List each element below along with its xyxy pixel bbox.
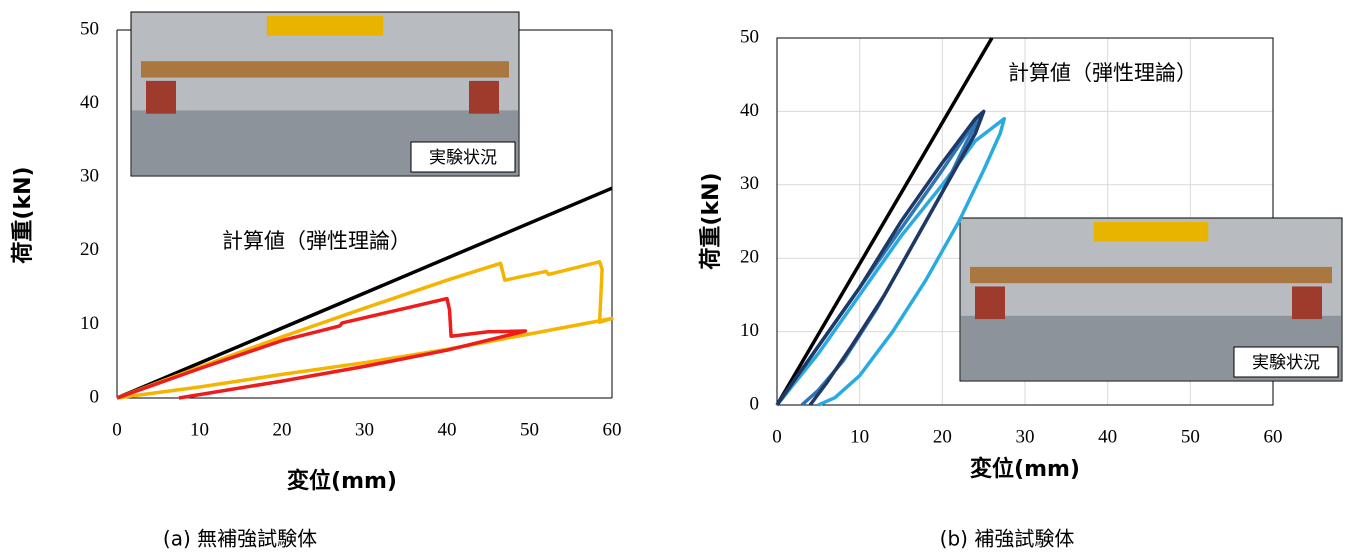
y-tick-label: 0 [750,393,760,414]
x-tick-label: 0 [772,426,782,447]
x-axis-label: 変位(mm) [287,468,397,494]
y-tick-label: 30 [740,173,759,194]
y-tick-label: 10 [740,320,759,341]
photo-label: 実験状況 [1252,353,1320,373]
x-tick-label: 40 [438,419,457,440]
figure: 010203040500102030405060実験状況計算値（弾性理論）荷重(… [0,0,1351,555]
y-axis-label: 荷重(kN) [11,166,36,263]
y-tick-label: 10 [80,313,99,334]
photo-support [975,286,1005,319]
y-tick-label: 50 [80,18,99,39]
photo-support [146,81,176,114]
x-tick-label: 10 [190,419,209,440]
data-line [117,299,525,398]
y-tick-label: 20 [80,239,99,260]
annotation: 計算値（弾性理論） [222,229,411,253]
y-tick-label: 40 [740,100,759,121]
x-tick-label: 50 [520,419,539,440]
x-tick-label: 30 [355,419,374,440]
caption: (b) 補強試験体 [940,527,1075,551]
x-tick-label: 30 [1016,426,1035,447]
data-line [117,262,612,398]
y-tick-label: 20 [740,247,759,268]
photo-label: 実験状況 [429,148,497,168]
photo: 実験状況 [131,12,519,176]
caption: (a) 無補強試験体 [163,527,317,551]
x-tick-label: 40 [1098,426,1117,447]
y-tick-label: 0 [90,386,100,407]
photo-beam [970,267,1332,283]
photo-beam [141,61,509,77]
photo-support [469,81,499,114]
x-tick-label: 60 [603,419,622,440]
annotation: 計算値（弾性理論） [1008,61,1197,85]
y-tick-label: 40 [80,92,99,113]
photo-jack [267,16,383,36]
x-tick-label: 20 [273,419,292,440]
y-tick-label: 50 [740,26,759,47]
x-tick-label: 60 [1264,426,1283,447]
x-tick-label: 0 [112,419,122,440]
photo: 実験状況 [960,218,1342,381]
y-axis-label: 荷重(kN) [699,172,724,269]
photo-support [1292,286,1322,319]
x-tick-label: 10 [850,426,869,447]
y-tick-label: 30 [80,166,99,187]
photo-jack [1094,222,1209,242]
x-tick-label: 20 [933,426,952,447]
x-tick-label: 50 [1181,426,1200,447]
x-axis-label: 変位(mm) [970,456,1080,482]
